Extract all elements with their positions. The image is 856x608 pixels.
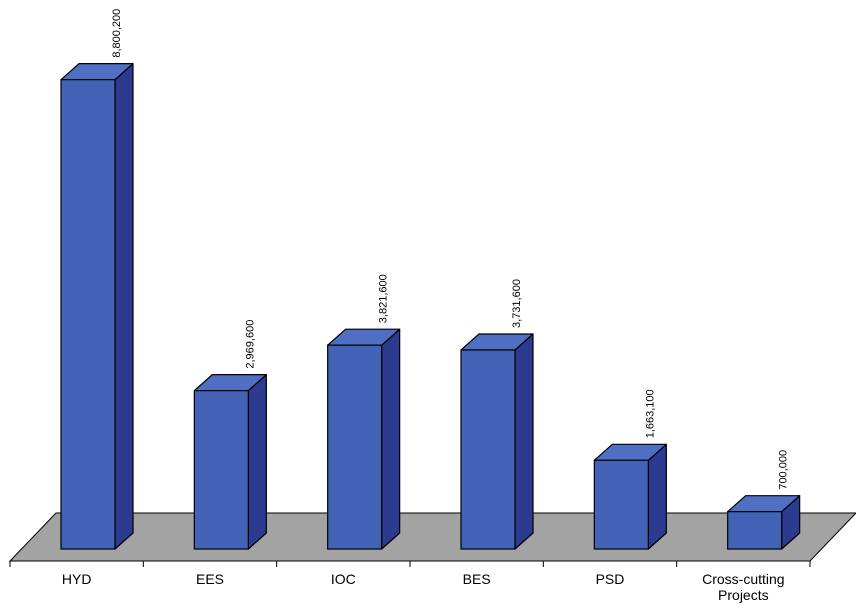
bar-1 [60, 63, 134, 550]
bar-side-face [114, 63, 134, 550]
bar-side-face [647, 443, 667, 550]
bar-front-face [460, 349, 516, 550]
bar-front-face [727, 511, 783, 550]
bar-side-face [381, 328, 401, 550]
bar-3 [327, 328, 401, 550]
x-tick-label: HYD [62, 571, 92, 587]
data-label: 700,000 [778, 450, 790, 490]
x-tick-label: Cross-cutting Projects [702, 571, 784, 603]
data-label: 3,821,600 [378, 274, 390, 323]
x-tick-label: BES [463, 571, 491, 587]
bar-6 [727, 495, 801, 550]
data-label: 3,731,600 [511, 279, 523, 328]
bar-4 [460, 333, 534, 550]
bar-front-face [60, 79, 116, 550]
data-label: 8,800,200 [111, 9, 123, 58]
labels-layer: 8,800,200 HYD 2,969,600 EES 3,821,600 IOC 3,73… [62, 9, 790, 603]
bars-layer [60, 63, 801, 550]
x-tick-label: EES [196, 571, 224, 587]
data-label: 1,663,100 [644, 389, 656, 438]
bar-front-face [327, 344, 383, 550]
bar-side-face [247, 374, 267, 550]
data-label: 2,969,600 [244, 320, 256, 369]
x-tick-label: IOC [331, 571, 356, 587]
x-axis [9, 560, 811, 567]
bar-side-face [514, 333, 534, 550]
bar-front-face [193, 390, 249, 550]
bar-front-face [593, 459, 649, 550]
bar-5 [593, 443, 667, 550]
x-tick-label: PSD [596, 571, 625, 587]
bar-2 [193, 374, 267, 550]
